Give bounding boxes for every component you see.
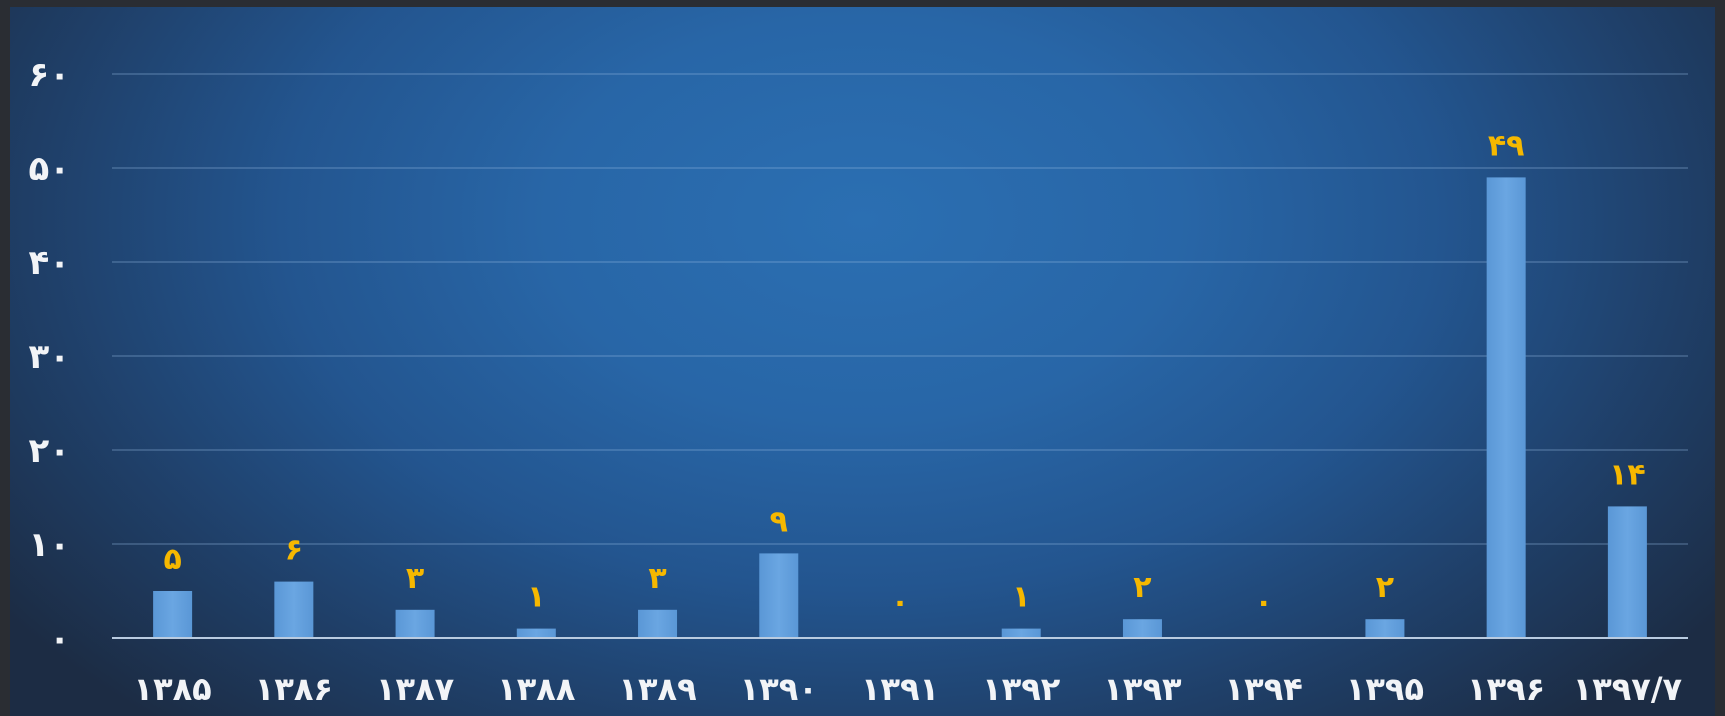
- y-tick-label: ۶۰: [28, 55, 70, 95]
- y-axis: ۰ ۱۰ ۲۰ ۳۰ ۴۰ ۵۰ ۶۰: [28, 55, 70, 659]
- bar: [516, 628, 556, 638]
- data-label: ۶: [285, 533, 303, 568]
- x-tick-label: ۱۳۹۰: [740, 670, 818, 708]
- data-labels: ۵ ۶ ۳ ۱ ۳ ۹ ۰ ۱ ۲ ۰ ۲ ۴۹ ۱۴: [163, 128, 1645, 620]
- bar: [395, 609, 435, 638]
- data-label: ۱: [527, 580, 545, 615]
- y-tick-label: ۰: [49, 619, 70, 659]
- data-label: ۵: [163, 542, 181, 577]
- data-label: ۲: [1376, 570, 1394, 605]
- y-tick-label: ۲۰: [28, 431, 70, 471]
- bar: [638, 609, 678, 638]
- y-tick-label: ۵۰: [28, 149, 70, 189]
- y-tick-label: ۳۰: [28, 337, 70, 377]
- bar: [153, 591, 193, 638]
- x-tick-label: ۱۳۸۶: [255, 670, 333, 708]
- bar: [1122, 619, 1162, 638]
- data-label: ۴۹: [1488, 128, 1525, 163]
- data-label: ۳: [648, 561, 666, 596]
- x-tick-label: ۱۳۹۳: [1103, 670, 1182, 708]
- data-label: ۳: [406, 561, 424, 596]
- x-tick-label: ۱۳۹۶: [1467, 670, 1545, 708]
- data-label: ۰: [891, 585, 909, 620]
- bar: [1486, 177, 1526, 638]
- bar: [274, 581, 314, 638]
- bar: [759, 553, 799, 638]
- x-tick-label: ۱۳۹۴: [1225, 670, 1303, 708]
- data-label: ۹: [770, 504, 788, 539]
- bar: [1607, 506, 1647, 638]
- data-label: ۱۴: [1609, 457, 1646, 492]
- y-tick-label: ۱۰: [28, 525, 70, 565]
- bars: [153, 177, 1647, 638]
- gridlines: [112, 73, 1688, 545]
- x-tick-label: ۱۳۸۷: [376, 670, 455, 708]
- x-axis: ۱۳۸۵ ۱۳۸۶ ۱۳۸۷ ۱۳۸۸ ۱۳۸۹ ۱۳۹۰ ۱۳۹۱ ۱۳۹۲ ۱۳۹۳ ۱۳۹۴…: [112, 637, 1688, 708]
- data-label: ۰: [1255, 585, 1273, 620]
- data-label: ۱: [1012, 580, 1030, 615]
- bar: [1365, 619, 1405, 638]
- data-label: ۲: [1133, 570, 1151, 605]
- x-tick-label: ۱۳۸۸: [497, 670, 576, 708]
- x-tick-label: ۱۳۹۷/۷: [1573, 670, 1683, 708]
- x-tick-label: ۱۳۹۵: [1346, 670, 1424, 708]
- x-tick-label: ۱۳۹۲: [982, 670, 1061, 708]
- x-tick-label: ۱۳۸۵: [134, 670, 212, 708]
- bar: [1001, 628, 1041, 638]
- y-tick-label: ۴۰: [28, 243, 70, 283]
- x-tick-label: ۱۳۹۱: [861, 670, 939, 708]
- x-tick-label: ۱۳۸۹: [618, 670, 696, 708]
